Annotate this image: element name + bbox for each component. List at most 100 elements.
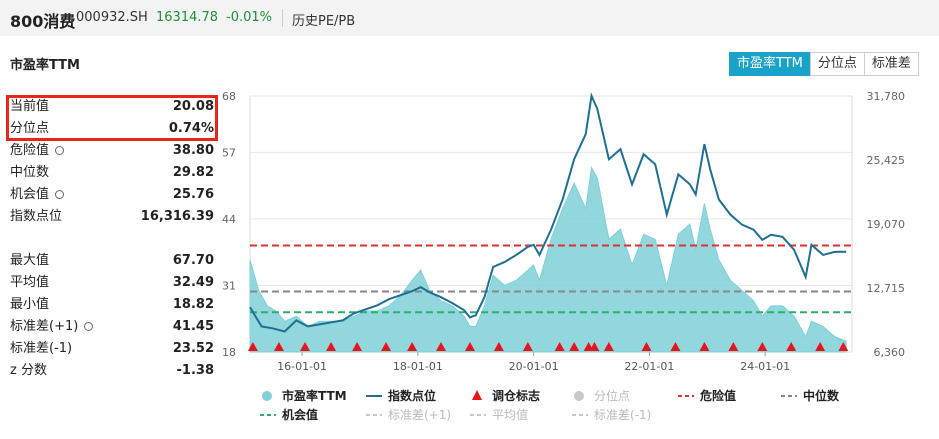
stat-value: 25.76 — [172, 187, 214, 202]
stat-row: 最大值 67.70 — [10, 250, 214, 272]
gear-icon[interactable] — [84, 322, 94, 331]
rebalance-marker — [569, 342, 580, 351]
legend-label: 指数点位 — [388, 388, 436, 403]
right-tick-label: 31,780 — [867, 90, 906, 103]
rebalance-marker — [589, 342, 600, 351]
legend-label: 危险值 — [699, 388, 736, 403]
stats-panel: 当前值 20.08 分位点 0.74% 危险值 38.80 中位数 29.82 机会值 2… — [10, 96, 214, 382]
pe-area — [249, 166, 847, 353]
stat-label: 分位点 — [10, 121, 50, 136]
rebalance-marker — [583, 342, 594, 351]
legend-label: 标准差(+1) — [388, 408, 451, 422]
stat-value: -1.38 — [176, 363, 214, 378]
rebalance-marker — [757, 342, 768, 351]
header-bar: 800消费 000932.SH 16314.78 -0.01% 历史PE/PB — [0, 0, 939, 36]
tab-percentile[interactable]: 分位点 — [809, 52, 865, 76]
metric-tabs: 市盈率TTM 分位点 标准差 — [729, 52, 919, 76]
stat-value: 20.08 — [172, 99, 214, 114]
rebalance-marker — [641, 342, 652, 351]
right-tick-label: 19,070 — [867, 218, 906, 231]
rebalance-marker — [273, 342, 284, 351]
rebalance-marker — [699, 342, 710, 351]
rebalance-marker — [247, 342, 258, 351]
stat-label: z 分数 — [10, 363, 47, 378]
x-tick-label: 18-01-01 — [393, 360, 443, 373]
highlight-box — [6, 95, 218, 141]
index-price: 16314.78 — [156, 10, 219, 25]
x-tick-label: 16-01-01 — [277, 360, 327, 373]
left-tick-label: 44 — [222, 213, 236, 226]
gear-icon[interactable] — [55, 190, 65, 199]
stat-row: 中位数 29.82 — [10, 162, 214, 184]
left-tick-label: 57 — [222, 146, 236, 159]
stat-value: 32.49 — [172, 275, 214, 290]
left-tick-label: 68 — [222, 90, 236, 103]
stat-label: 指数点位 — [10, 209, 63, 224]
x-tick-label: 20-01-01 — [509, 360, 559, 373]
right-tick-label: 25,425 — [867, 154, 906, 167]
rebalance-marker — [381, 342, 392, 351]
stat-label-text: 危险值 — [10, 143, 50, 158]
stat-label: 中位数 — [10, 165, 50, 180]
stat-row: 平均值 32.49 — [10, 272, 214, 294]
stat-label-text: 标准差(+1) — [10, 319, 79, 334]
left-tick-label: 31 — [222, 279, 236, 292]
stat-label: 平均值 — [10, 275, 50, 290]
rebalance-marker — [786, 342, 797, 351]
stat-label: 标准差(+1) — [10, 316, 94, 338]
stat-row: 标准差(+1) 41.45 — [10, 316, 214, 338]
section-title: 市盈率TTM — [10, 58, 80, 73]
stat-label: 当前值 — [10, 99, 50, 114]
stat-value: 67.70 — [172, 253, 214, 268]
legend-label: 机会值 — [282, 407, 318, 422]
rebalance-marker — [728, 342, 739, 351]
divider — [282, 9, 283, 27]
stat-row: 危险值 38.80 — [10, 140, 214, 162]
stat-value: 0.74% — [168, 121, 214, 136]
rebalance-marker — [407, 342, 418, 351]
stat-value: 18.82 — [172, 297, 214, 312]
stat-value: 16,316.39 — [140, 209, 214, 224]
stat-row: 指数点位 16,316.39 — [10, 206, 214, 228]
tab-std-dev[interactable]: 标准差 — [863, 52, 919, 76]
left-tick-label: 18 — [222, 346, 236, 359]
legend-label: 调仓标志 — [492, 388, 540, 403]
index-line — [249, 92, 847, 333]
stat-row: 当前值 20.08 — [10, 96, 214, 118]
legend-label: 中位数 — [803, 388, 840, 403]
legend-label: 标准差(-1) — [594, 408, 651, 422]
stat-value: 41.45 — [172, 319, 214, 334]
rebalance-marker — [436, 342, 447, 351]
x-tick-label: 22-01-01 — [624, 360, 674, 373]
stat-value: 29.82 — [172, 165, 214, 180]
legend-swatch — [574, 391, 584, 401]
index-name: 800消费 — [10, 12, 76, 31]
legend-label: 市盈率TTM — [282, 388, 347, 403]
stat-row: 标准差(-1) 23.52 — [10, 338, 214, 360]
legend-swatch — [262, 391, 272, 401]
stat-label-text: 机会值 — [10, 187, 50, 202]
rebalance-marker — [464, 342, 475, 351]
stat-row: 机会值 25.76 — [10, 184, 214, 206]
index-code: 000932.SH — [76, 10, 148, 25]
stat-row: z 分数 -1.38 — [10, 360, 214, 382]
legend-label: 平均值 — [492, 407, 528, 422]
legend-swatch — [472, 390, 482, 400]
stat-value: 38.80 — [172, 143, 214, 158]
gear-icon[interactable] — [55, 146, 65, 155]
right-tick-label: 12,715 — [867, 282, 906, 295]
stat-label: 最大值 — [10, 253, 50, 268]
rebalance-marker — [299, 342, 310, 351]
legend-label: 分位点 — [594, 388, 630, 403]
stat-row: 最小值 18.82 — [10, 294, 214, 316]
stat-label: 标准差(-1) — [10, 341, 73, 356]
rebalance-marker — [670, 342, 681, 351]
stat-label: 机会值 — [10, 184, 65, 206]
history-pe-pb-link[interactable]: 历史PE/PB — [292, 14, 356, 29]
rebalance-marker — [554, 342, 565, 351]
tab-pe-ttm[interactable]: 市盈率TTM — [729, 52, 811, 76]
stat-value: 23.52 — [172, 341, 214, 356]
stat-row: 分位点 0.74% — [10, 118, 214, 140]
rebalance-marker — [838, 342, 849, 351]
rebalance-marker — [815, 342, 826, 351]
